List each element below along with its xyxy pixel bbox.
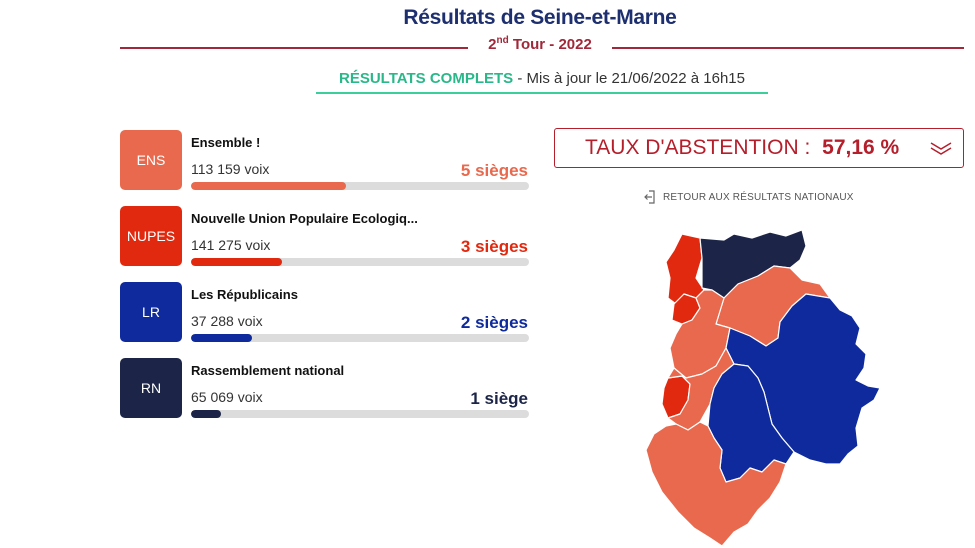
round-label: 2nd Tour - 2022: [468, 35, 612, 53]
party-name: Les Républicains: [191, 287, 298, 302]
party-seats: 2 sièges: [460, 313, 528, 332]
party-row-nupes[interactable]: NUPES Nouvelle Union Populaire Ecologiq.…: [120, 206, 530, 268]
round-year: Tour - 2022: [508, 36, 592, 53]
constituency-north-west[interactable]: [665, 233, 705, 305]
party-progress-track: [191, 334, 529, 342]
double-chevron-down-icon: [930, 142, 952, 155]
party-row-lr[interactable]: LR Les Républicains 37 288 voix 2 sièges: [120, 282, 530, 344]
round-number: 2: [488, 36, 497, 53]
party-badge: LR: [120, 282, 182, 342]
party-row-rn[interactable]: RN Rassemblement national 65 069 voix 1 …: [120, 358, 530, 420]
abstention-label-text: TAUX D'ABSTENTION :: [585, 136, 817, 159]
party-progress-fill: [191, 258, 283, 266]
constituency-south-west[interactable]: [645, 421, 787, 547]
party-votes: 37 288 voix: [191, 313, 263, 329]
round-divider-right: [612, 47, 964, 49]
party-votes: 113 159 voix: [191, 161, 270, 177]
status-complete: RÉSULTATS COMPLETS: [339, 70, 514, 87]
seine-et-marne-map: [645, 229, 881, 547]
party-seats: 1 siège: [470, 389, 528, 408]
exit-arrow-icon: [644, 190, 655, 204]
party-badge: ENS: [120, 130, 182, 190]
round-ordinal: nd: [496, 35, 509, 46]
party-badge: NUPES: [120, 206, 182, 266]
party-votes: 65 069 voix: [191, 389, 263, 405]
status-updated: - Mis à jour le 21/06/2022 à 16h15: [513, 70, 745, 87]
party-seats: 5 sièges: [460, 161, 528, 180]
constituency-east[interactable]: [725, 293, 881, 465]
page-title: Résultats de Seine-et-Marne: [403, 6, 677, 29]
party-progress-track: [191, 258, 529, 266]
party-name: Ensemble !: [191, 135, 261, 150]
party-progress-fill: [191, 334, 252, 342]
party-progress-fill: [191, 410, 222, 418]
party-seats: 3 sièges: [460, 237, 528, 256]
party-votes: 141 275 voix: [191, 237, 271, 253]
round-divider-left: [120, 47, 468, 49]
party-row-ens[interactable]: ENS Ensemble ! 113 159 voix 5 sièges: [120, 130, 530, 192]
abstention-dropdown[interactable]: TAUX D'ABSTENTION : 57,16 %: [554, 128, 964, 168]
abstention-value: 57,16 %: [822, 136, 900, 159]
back-link-label: RETOUR AUX RÉSULTATS NATIONAUX: [663, 191, 854, 203]
party-badge: RN: [120, 358, 182, 418]
party-name: Rassemblement national: [191, 363, 345, 378]
party-name: Nouvelle Union Populaire Ecologiq...: [191, 211, 418, 226]
back-to-national-link[interactable]: RETOUR AUX RÉSULTATS NATIONAUX: [644, 190, 854, 204]
party-progress-track: [191, 182, 529, 190]
results-status: RÉSULTATS COMPLETS - Mis à jour le 21/06…: [316, 70, 768, 94]
abstention-label: TAUX D'ABSTENTION : 57,16 %: [585, 136, 899, 160]
party-progress-track: [191, 410, 529, 418]
party-progress-fill: [191, 182, 347, 190]
